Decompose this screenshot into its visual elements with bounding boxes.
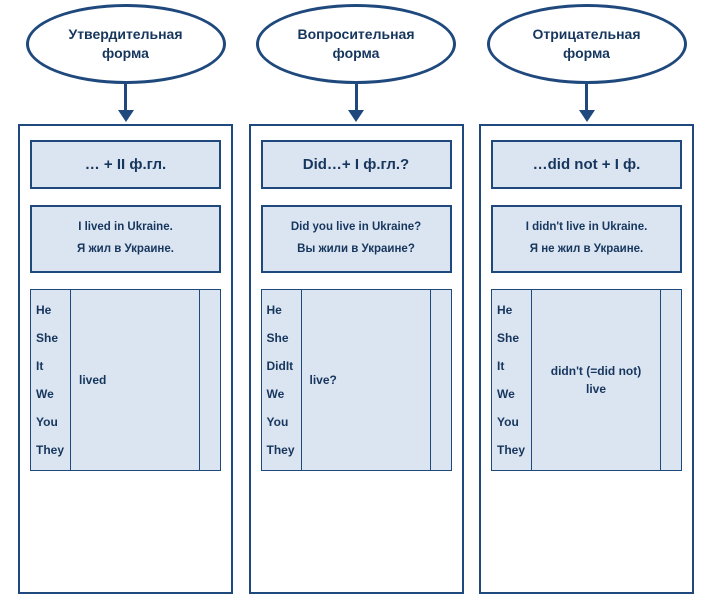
arrow-head-icon (348, 110, 364, 122)
conjugation-table: He She DidIt We You They live? (261, 289, 452, 471)
pronoun-cell: They (497, 443, 526, 457)
oval-line2: форма (333, 44, 380, 63)
pronoun-cell: She (36, 331, 65, 345)
oval-line1: Утвердительная (68, 25, 182, 44)
pronoun-cell: You (497, 415, 526, 429)
column-2: Отрицательнаяформа …did not + I ф. I didn'… (479, 0, 694, 594)
conjugation-table: He She It We You They didn't (=did not)live (491, 289, 682, 471)
oval-line1: Вопросительная (298, 25, 415, 44)
arrow (249, 82, 464, 124)
pronoun-cell: DidIt (267, 359, 296, 373)
verb-column: didn't (=did not)live (532, 290, 661, 470)
header-oval: Отрицательнаяформа (487, 4, 687, 84)
column-1: Вопросительнаяформа Did…+ I ф.гл.? Did you… (249, 0, 464, 594)
formula-box: …did not + I ф. (491, 140, 682, 189)
verb-line: live? (310, 371, 337, 389)
verb-line: didn't (=did not) (551, 362, 642, 380)
pronoun-cell: We (267, 387, 296, 401)
conjugation-table: He She It We You They lived (30, 289, 221, 471)
example-en: Did you live in Ukraine? (267, 217, 446, 239)
arrow-head-icon (118, 110, 134, 122)
pronoun-cell: You (267, 415, 296, 429)
oval-line2: форма (563, 44, 610, 63)
pronoun-column: He She It We You They (492, 290, 532, 470)
header-oval: Вопросительнаяформа (256, 4, 456, 84)
pronoun-cell: We (497, 387, 526, 401)
formula-box: … + II ф.гл. (30, 140, 221, 189)
verb-column: live? (302, 290, 431, 470)
pronoun-cell: They (36, 443, 65, 457)
arrow-line (355, 82, 358, 112)
arrow-head-icon (579, 110, 595, 122)
pronoun-cell: It (497, 359, 526, 373)
empty-column (661, 290, 681, 470)
pronoun-cell: He (267, 303, 296, 317)
diagram-root: Утвердительнаяформа… + II ф.гл.I lived i… (0, 0, 712, 594)
example-en: I didn't live in Ukraine. (497, 217, 676, 239)
empty-column (200, 290, 220, 470)
verb-line: live (586, 380, 606, 398)
formula-box: Did…+ I ф.гл.? (261, 140, 452, 189)
pronoun-column: He She DidIt We You They (262, 290, 302, 470)
example-ru: Я не жил в Украине. (497, 239, 676, 261)
example-en: I lived in Ukraine. (36, 217, 215, 239)
arrow-line (124, 82, 127, 112)
pronoun-cell: He (36, 303, 65, 317)
verb-line: lived (79, 371, 106, 389)
column-0: Утвердительнаяформа … + II ф.гл. I lived i… (18, 0, 233, 594)
empty-column (431, 290, 451, 470)
pronoun-cell: They (267, 443, 296, 457)
panel: …did not + I ф. I didn't live in Ukraine.… (479, 124, 694, 594)
pronoun-cell: You (36, 415, 65, 429)
arrow (18, 82, 233, 124)
verb-column: lived (71, 290, 200, 470)
pronoun-cell: She (497, 331, 526, 345)
example-box: Did you live in Ukraine?Вы жили в Украин… (261, 205, 452, 273)
arrow-line (585, 82, 588, 112)
pronoun-cell: He (497, 303, 526, 317)
example-ru: Я жил в Украине. (36, 239, 215, 261)
arrow (479, 82, 694, 124)
pronoun-column: He She It We You They (31, 290, 71, 470)
example-box: I didn't live in Ukraine.Я не жил в Укра… (491, 205, 682, 273)
panel: … + II ф.гл. I lived in Ukraine.Я жил в У… (18, 124, 233, 594)
oval-line2: форма (102, 44, 149, 63)
oval-line1: Отрицательная (532, 25, 640, 44)
header-oval: Утвердительнаяформа (26, 4, 226, 84)
pronoun-cell: We (36, 387, 65, 401)
pronoun-cell: She (267, 331, 296, 345)
example-ru: Вы жили в Украине? (267, 239, 446, 261)
panel: Did…+ I ф.гл.? Did you live in Ukraine?Вы… (249, 124, 464, 594)
example-box: I lived in Ukraine.Я жил в Украине. (30, 205, 221, 273)
pronoun-cell: It (36, 359, 65, 373)
